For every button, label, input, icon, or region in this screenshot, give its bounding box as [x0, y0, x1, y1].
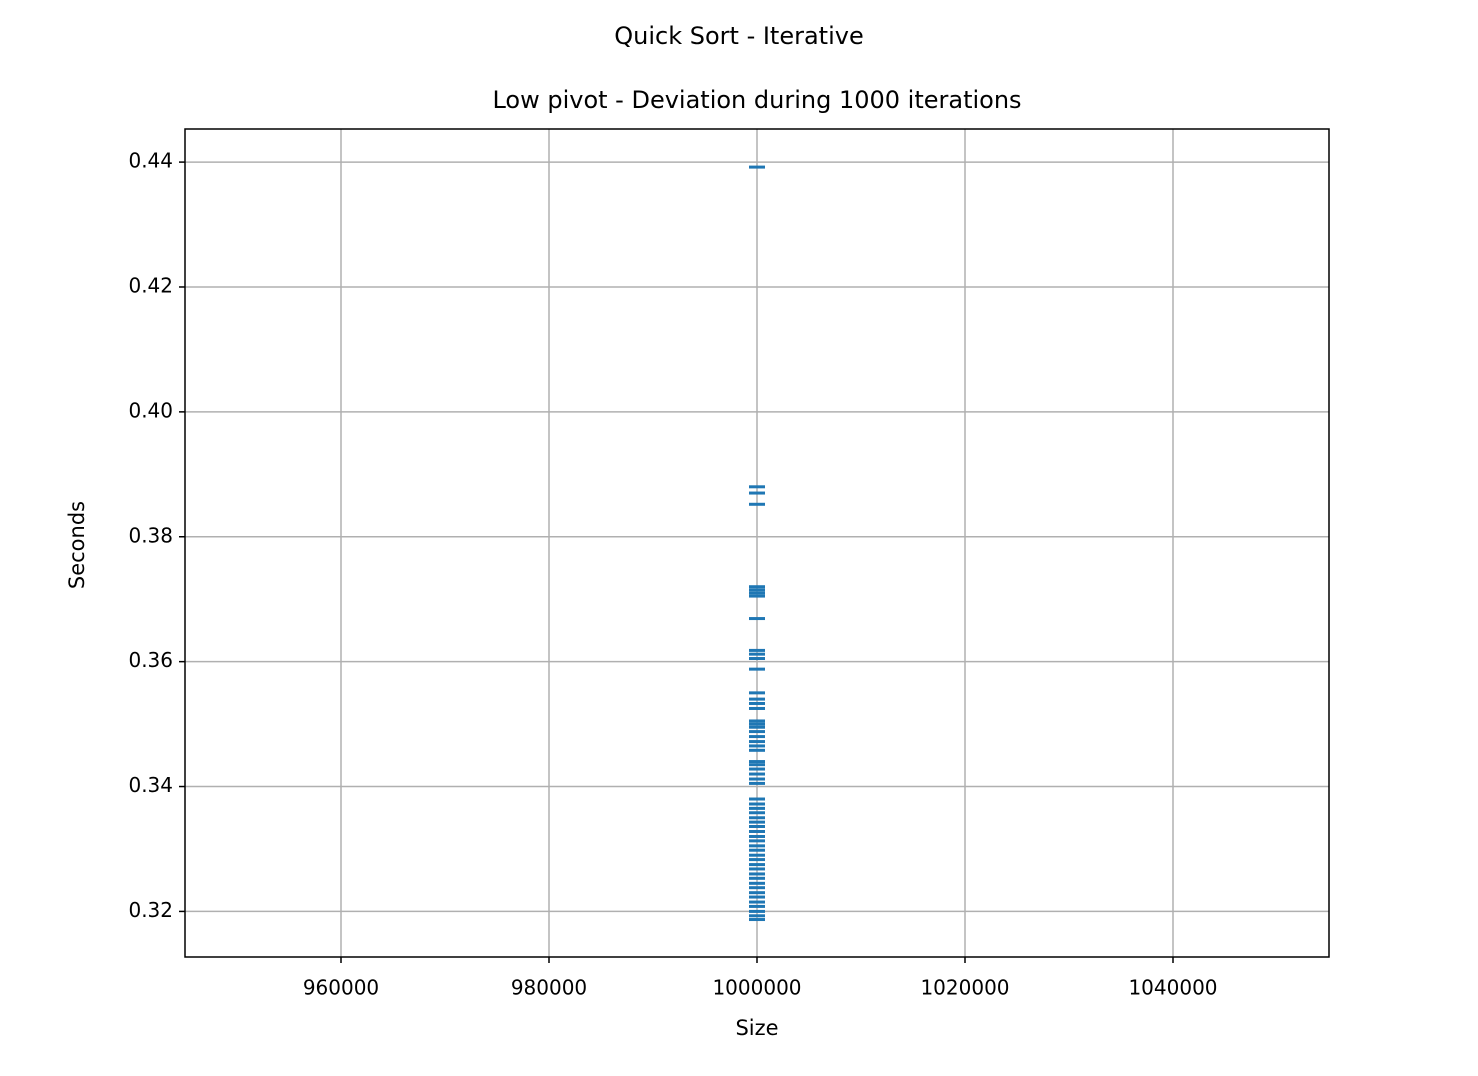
y-axis-label: Seconds [65, 501, 89, 589]
y-tick-label: 0.36 [128, 648, 173, 672]
x-tick-label: 960000 [303, 976, 379, 1000]
y-tick-label: 0.44 [128, 149, 173, 173]
suptitle: Quick Sort - Iterative [614, 22, 863, 50]
y-tick-label: 0.32 [128, 898, 173, 922]
y-tick-label: 0.40 [128, 398, 173, 422]
x-tick-label: 1000000 [712, 976, 801, 1000]
y-tick-label: 0.34 [128, 773, 173, 797]
y-tick-label: 0.42 [128, 273, 173, 297]
x-axis-label: Size [735, 1016, 778, 1040]
x-tick-label: 1040000 [1128, 976, 1217, 1000]
marks [749, 165, 765, 922]
ticks: 0.32 0.34 0.36 0.38 0.40 0.42 0.44 960000 980000… [128, 149, 1217, 1000]
chart-title: Low pivot - Deviation during 1000 iterat… [492, 86, 1021, 114]
y-tick-label: 0.38 [128, 523, 173, 547]
x-tick-label: 1020000 [920, 976, 1009, 1000]
x-tick-label: 980000 [511, 976, 587, 1000]
